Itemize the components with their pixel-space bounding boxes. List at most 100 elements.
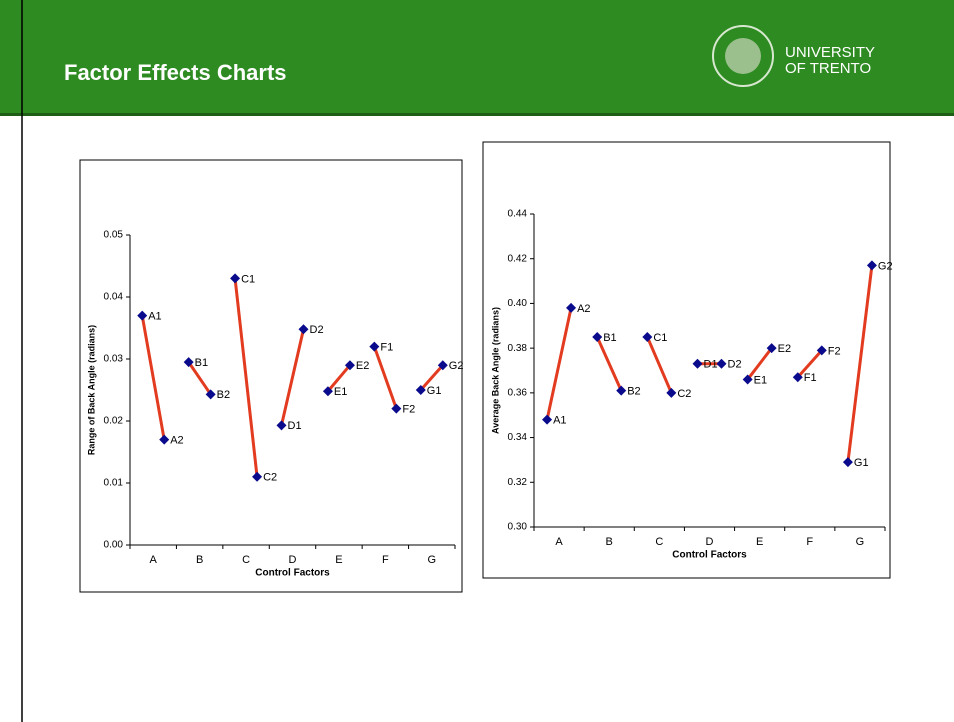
point-label: D2 <box>310 324 324 336</box>
point-label: G2 <box>878 260 893 272</box>
marker <box>716 358 727 369</box>
point-label: F1 <box>380 342 393 354</box>
factor-line <box>595 336 623 392</box>
x-tick-label: B <box>606 536 613 548</box>
header-org: OF TRENTO <box>785 60 871 77</box>
marker <box>766 343 777 354</box>
x-axis-title: Control Factors <box>672 550 747 561</box>
marker <box>666 387 677 398</box>
factor-line <box>140 315 166 440</box>
x-tick-label: D <box>706 536 714 548</box>
point-label: D1 <box>704 359 718 371</box>
marker <box>415 385 426 395</box>
point-label: B2 <box>627 386 640 398</box>
y-tick-label: 0.34 <box>508 432 528 443</box>
marker <box>205 389 216 400</box>
header-org: UNIVERSITY <box>785 44 875 61</box>
marker <box>298 324 309 335</box>
y-axis-title: Range of Back Angle (radians) <box>86 325 96 455</box>
x-axis-title: Control Factors <box>255 568 330 579</box>
marker <box>616 385 627 396</box>
point-label: B1 <box>195 357 208 369</box>
factor-line <box>545 307 573 421</box>
y-tick-label: 0.05 <box>104 230 124 241</box>
point-label: C1 <box>241 273 255 285</box>
factor-line <box>746 347 773 381</box>
y-tick-label: 0.03 <box>104 354 124 365</box>
point-label: B2 <box>217 389 230 401</box>
factor-line <box>280 328 305 426</box>
marker <box>369 341 380 352</box>
marker <box>183 357 194 368</box>
marker <box>230 273 241 284</box>
y-tick-label: 0.44 <box>508 209 528 220</box>
y-axis-title: Average Back Angle (radians) <box>490 307 500 434</box>
point-label: A1 <box>148 311 161 323</box>
marker <box>542 414 553 425</box>
marker <box>842 457 853 468</box>
logo-center <box>725 38 761 74</box>
factor-line <box>846 265 874 463</box>
y-tick-label: 0.32 <box>508 477 528 488</box>
x-tick-label: C <box>655 536 663 548</box>
x-tick-label: G <box>428 554 437 566</box>
x-tick-label: F <box>382 554 389 566</box>
y-tick-label: 0.01 <box>104 478 124 489</box>
factor-line <box>326 364 352 393</box>
marker <box>566 302 577 313</box>
point-label: E2 <box>778 343 791 355</box>
y-tick-label: 0.36 <box>508 387 528 398</box>
point-label: D2 <box>728 359 742 371</box>
factor-line <box>645 336 673 394</box>
point-label: C2 <box>677 388 691 400</box>
point-label: A2 <box>577 303 590 315</box>
x-tick-label: E <box>756 536 763 548</box>
point-label: C1 <box>653 332 667 344</box>
y-tick-label: 0.02 <box>104 416 124 427</box>
marker <box>866 260 877 271</box>
y-tick-label: 0.04 <box>104 292 124 303</box>
point-label: F1 <box>804 372 817 384</box>
x-tick-label: F <box>806 536 813 548</box>
factor-line <box>187 361 212 396</box>
y-tick-label: 0.42 <box>508 253 528 264</box>
y-tick-label: 0.38 <box>508 343 528 354</box>
marker <box>816 345 827 356</box>
marker <box>344 360 355 371</box>
point-label: A1 <box>553 415 566 427</box>
marker <box>322 386 333 397</box>
factor-line <box>233 278 259 477</box>
point-label: A2 <box>170 435 183 447</box>
logo-seal <box>712 25 774 87</box>
chart-frame <box>79 159 463 593</box>
y-tick-label: 0.30 <box>508 522 528 533</box>
marker <box>692 358 703 369</box>
marker <box>792 372 803 383</box>
y-tick-label: 0.00 <box>104 540 124 551</box>
header-title: Factor Effects Charts <box>64 60 287 85</box>
factor-line <box>372 346 398 410</box>
point-label: B1 <box>603 332 616 344</box>
point-label: F2 <box>828 345 841 357</box>
x-tick-label: E <box>335 554 342 566</box>
marker <box>159 434 170 445</box>
marker <box>742 374 753 385</box>
point-label: E2 <box>356 360 369 372</box>
marker <box>437 360 448 371</box>
marker <box>252 471 263 482</box>
marker <box>276 420 287 431</box>
x-tick-label: G <box>856 536 865 548</box>
x-tick-label: C <box>242 554 250 566</box>
point-label: E1 <box>334 386 347 398</box>
marker <box>137 310 148 321</box>
point-label: E1 <box>754 374 767 386</box>
x-tick-label: A <box>555 536 563 548</box>
factor-line <box>796 349 823 379</box>
marker <box>391 403 402 414</box>
point-label: D1 <box>288 420 302 432</box>
header-band <box>0 0 954 116</box>
point-label: G2 <box>449 360 464 372</box>
point-label: F2 <box>402 404 415 416</box>
point-label: G1 <box>427 385 442 397</box>
